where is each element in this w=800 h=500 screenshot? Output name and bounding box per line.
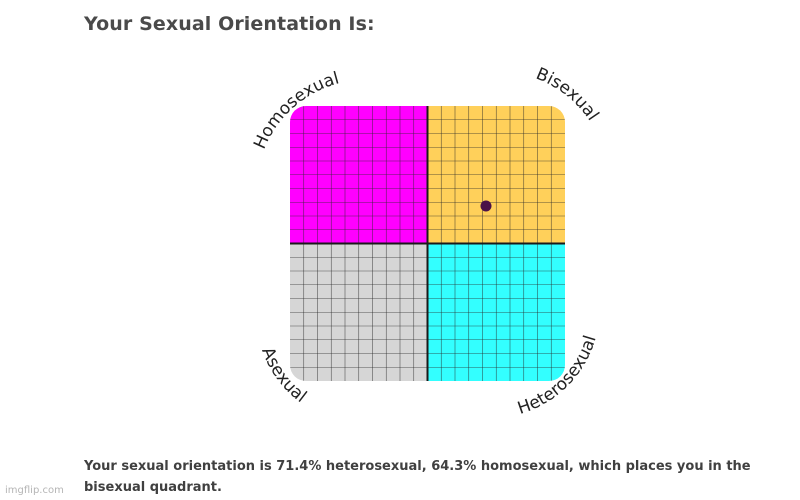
result-text: Your sexual orientation is 71.4% heteros… xyxy=(84,459,751,495)
watermark: imgflip.com xyxy=(5,485,64,496)
grid-lines xyxy=(290,106,565,381)
result-marker xyxy=(480,200,492,212)
quadrant-grid xyxy=(290,106,565,381)
page-title: Your Sexual Orientation Is: xyxy=(84,13,375,35)
orientation-chart: Homosexual Bisexual Asexual Heterosexual xyxy=(250,64,602,419)
